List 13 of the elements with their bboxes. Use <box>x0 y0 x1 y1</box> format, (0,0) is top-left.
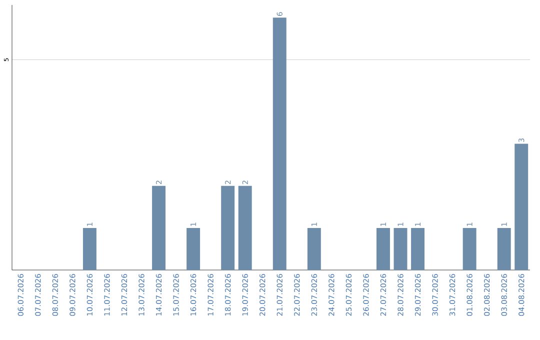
bar <box>462 228 476 270</box>
bar <box>376 228 390 270</box>
bar <box>221 186 235 270</box>
bar <box>272 18 286 270</box>
bar <box>411 228 425 270</box>
bar <box>497 228 511 270</box>
bar <box>82 228 96 270</box>
bar <box>307 228 321 270</box>
bar <box>514 144 528 270</box>
bar <box>152 186 166 270</box>
bar <box>186 228 200 270</box>
bar <box>394 228 408 270</box>
bar <box>238 186 252 270</box>
